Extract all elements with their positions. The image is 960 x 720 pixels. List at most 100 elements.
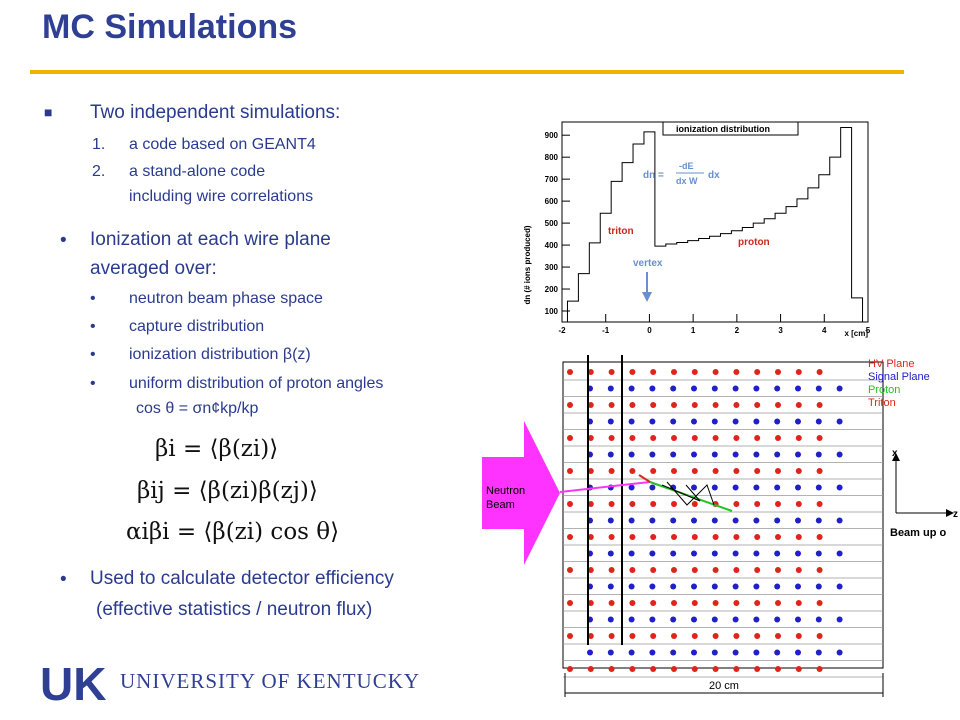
signal-wire-dot (691, 583, 697, 590)
hv-wire-dot (608, 534, 615, 540)
signal-wire-dot (691, 418, 697, 425)
signal-wire-dot (607, 451, 614, 458)
item-efficiency-2: (effective statistics / neutron flux) (96, 599, 373, 620)
x-axis-label: x [cm] (844, 329, 868, 338)
uk-logo: UK (40, 658, 122, 711)
hv-wire-dot (650, 501, 657, 507)
hv-wire-dot (691, 468, 698, 474)
signal-wire-dot (815, 583, 822, 590)
hv-wire-dot (567, 402, 573, 408)
hv-wire-dot (795, 369, 802, 375)
signal-wire-dot (607, 649, 614, 656)
signal-wire-dot (711, 484, 718, 491)
hv-wire-dot (671, 666, 677, 672)
signal-wire-dot (691, 451, 697, 458)
hv-wire-dot (650, 468, 657, 474)
signal-wire-dot (649, 451, 656, 458)
signal-wire-dot (774, 649, 781, 656)
sub-standalone: a stand-alone code (129, 163, 266, 180)
hv-wire-dot (775, 501, 781, 507)
signal-wire-dot (587, 649, 593, 656)
hv-wire-dot (691, 633, 698, 639)
hv-wire-dot (567, 567, 573, 573)
neutron-label: Neutron (486, 485, 525, 497)
sub-num-2: 2. (92, 163, 106, 180)
bullet-square-icon: ■ (44, 104, 53, 120)
hv-wire-dot (754, 402, 761, 408)
hv-wire-dot (754, 369, 761, 375)
x-tick-label: -2 (558, 326, 566, 335)
hv-wire-dot (608, 666, 615, 672)
legend-item: HV Plane (868, 358, 914, 370)
hv-wire-dot (650, 666, 657, 672)
signal-wire-dot (711, 451, 718, 458)
plot-frame (561, 121, 869, 323)
hv-wire-dot (587, 567, 594, 573)
hv-wire-dot (567, 633, 573, 639)
hv-wire-dot (816, 600, 823, 606)
hv-wire-dot (671, 567, 677, 573)
hv-wire-dot (608, 435, 615, 441)
signal-wire-dot (628, 451, 635, 458)
bullet-dot-icon: • (90, 318, 96, 335)
hv-wire-dot (587, 468, 594, 474)
hv-wire-dot (691, 402, 698, 408)
hv-wire-dot (587, 435, 594, 441)
hv-wire-dot (587, 501, 594, 507)
hv-wire-dot (629, 600, 636, 606)
y-tick-label: 800 (545, 153, 559, 162)
hv-wire-dot (629, 402, 636, 408)
signal-wire-dot (607, 418, 614, 425)
hv-wire-dot (712, 534, 719, 540)
hv-wire-dot (650, 369, 657, 375)
formula-den: dx W (676, 176, 698, 186)
signal-wire-dot (815, 517, 822, 524)
signal-wire-dot (607, 385, 614, 392)
hv-wire-dot (629, 435, 636, 441)
hv-wire-dot (754, 633, 761, 639)
hv-wire-dot (650, 600, 657, 606)
signal-wire-dot (732, 418, 739, 425)
signal-wire-dot (711, 517, 718, 524)
hv-wire-dot (795, 468, 802, 474)
hv-wire-dot (816, 468, 823, 474)
hv-wire-dot (733, 369, 740, 375)
bullet-dot-icon: • (90, 375, 96, 392)
signal-wire-dot (815, 649, 822, 656)
hv-wire-dot (671, 501, 677, 507)
signal-wire-dot (815, 385, 822, 392)
item-efficiency: Used to calculate detector efficiency (90, 568, 394, 589)
bullet-dot-icon: • (60, 569, 67, 590)
hv-wire-dot (691, 666, 698, 672)
x-arrow-icon (892, 453, 900, 461)
equation-alpha-beta: αiβi = ⟨β(zi) cos θ⟩ (126, 519, 340, 545)
signal-wire-dot (628, 484, 635, 491)
signal-wire-dot (753, 418, 760, 425)
signal-wire-dot (795, 583, 801, 590)
y-axis-label: dn (# ions produced) (523, 225, 532, 304)
signal-wire-dot (711, 649, 718, 656)
signal-wire-dot (628, 649, 635, 656)
hv-wire-dot (795, 534, 802, 540)
hv-wire-dot (775, 369, 781, 375)
hv-wire-dot (567, 501, 573, 507)
signal-wire-dot (649, 385, 656, 392)
hv-wire-dot (629, 501, 636, 507)
hv-wire-dot (712, 369, 719, 375)
signal-wire-dot (628, 517, 635, 524)
axis-x-label: x (892, 448, 898, 459)
signal-wire-dot (815, 550, 822, 557)
signal-wire-dot (795, 418, 801, 425)
y-tick-label: 100 (545, 307, 559, 316)
signal-wire-dot (711, 583, 718, 590)
hv-wire-dot (567, 666, 573, 672)
hv-wire-dot (691, 567, 698, 573)
hv-wire-dot (775, 534, 781, 540)
signal-wire-dot (815, 418, 822, 425)
hv-wire-dot (608, 567, 615, 573)
hv-wire-dot (733, 435, 740, 441)
legend-item: Signal Plane (868, 371, 930, 383)
x-tick-label: 1 (691, 326, 696, 335)
label-vertex: vertex (633, 258, 663, 269)
hv-wire-dot (608, 369, 615, 375)
